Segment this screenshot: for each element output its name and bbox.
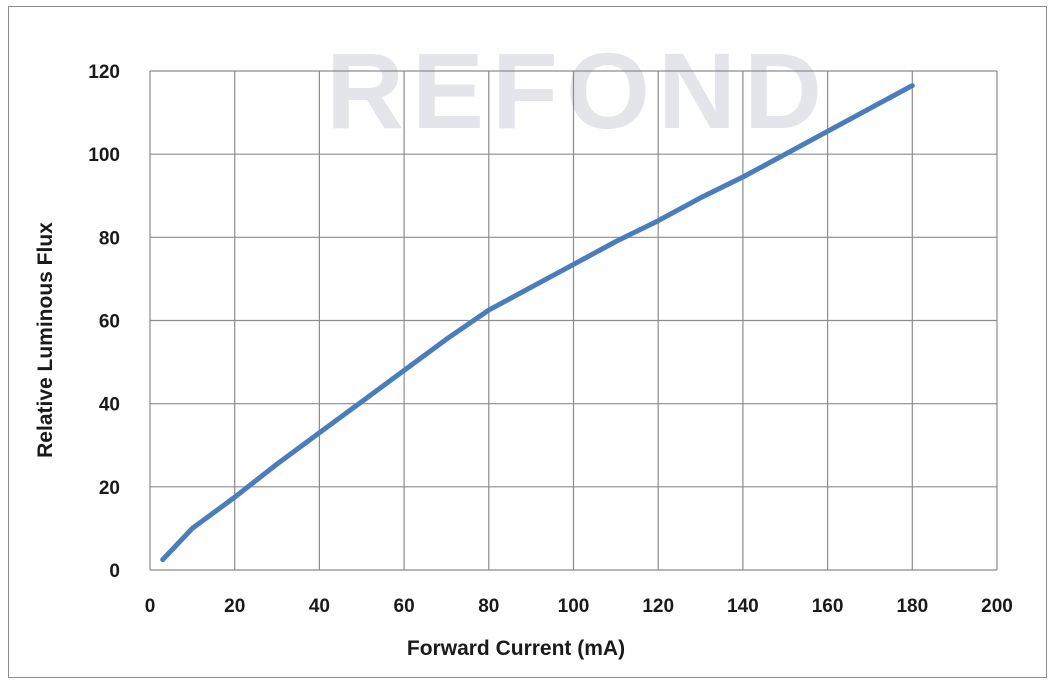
x-tick-label: 80: [478, 596, 499, 617]
y-tick-label: 80: [99, 228, 120, 249]
y-tick-label: 0: [109, 561, 120, 582]
x-tick-label: 100: [558, 596, 590, 617]
x-tick-label: 20: [224, 596, 245, 617]
x-axis-title: Forward Current (mA): [407, 637, 625, 660]
x-tick-label: 180: [896, 596, 928, 617]
x-tick-label: 200: [981, 596, 1013, 617]
y-tick-label: 40: [99, 395, 120, 416]
x-tick-label: 40: [309, 596, 330, 617]
x-axis-ticks: 0 20 40 60 80 100 120 140 160 180 200: [145, 596, 1013, 617]
x-tick-label: 160: [812, 596, 844, 617]
x-tick-label: 0: [145, 596, 156, 617]
y-tick-label: 20: [99, 478, 120, 499]
grid: [149, 70, 998, 571]
series-line: [160, 83, 915, 563]
y-tick-label: 100: [88, 145, 120, 166]
series-layer: [160, 83, 915, 563]
y-axis-title: Relative Luminous Flux: [34, 222, 57, 458]
y-tick-label: 120: [88, 62, 120, 83]
x-tick-label: 140: [727, 596, 759, 617]
y-axis-ticks: 0 20 40 60 80 100 120: [88, 62, 120, 582]
refond-watermark: REFOND: [326, 30, 830, 151]
chart-frame: [8, 6, 1047, 678]
y-tick-label: 60: [99, 312, 120, 333]
x-tick-label: 120: [642, 596, 674, 617]
x-tick-label: 60: [394, 596, 415, 617]
